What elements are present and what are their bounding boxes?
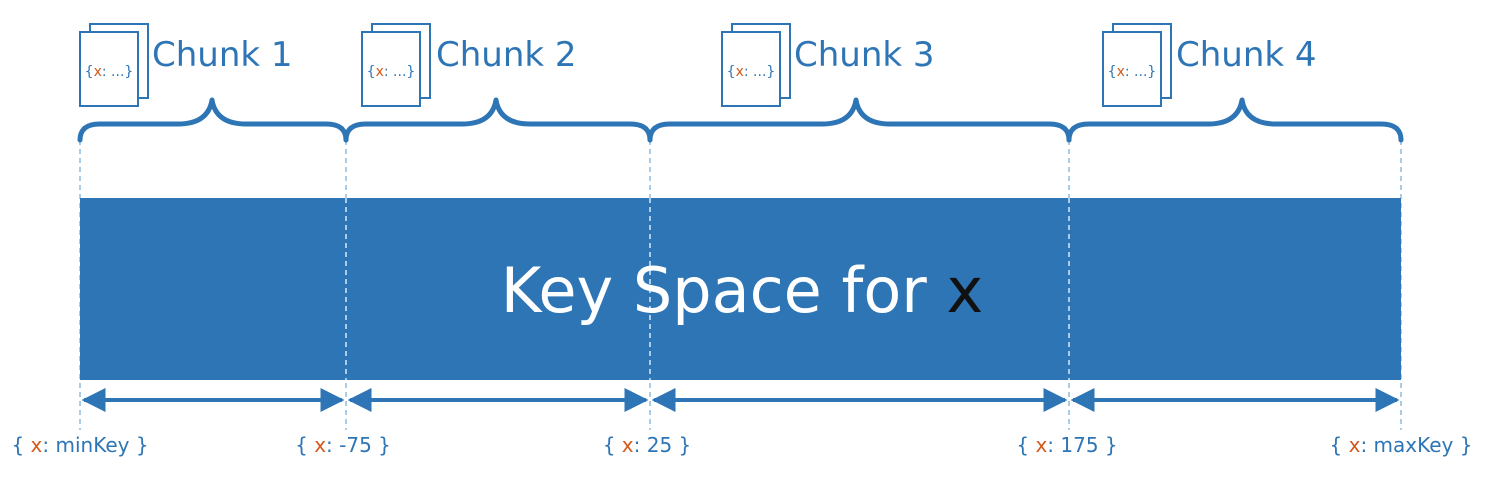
brace-chunk-2: [343, 97, 653, 143]
document-stack-icon: {x: ...}: [361, 23, 431, 107]
document-sample: {x: ...}: [367, 64, 416, 80]
keyspace-title-variable: x: [947, 254, 984, 327]
chunk-braces: [77, 97, 1404, 143]
bound-label-minkey: { x: minKey }: [11, 433, 148, 457]
chunk-2: {x: ...} Chunk 2: [361, 23, 577, 107]
document-sample: {x: ...}: [85, 64, 134, 80]
brace-chunk-3: [647, 97, 1072, 143]
chunk-3: {x: ...} Chunk 3: [721, 23, 935, 107]
document-stack-icon: {x: ...}: [1102, 23, 1172, 107]
keyspace-title-text: Key Space for: [501, 254, 947, 327]
chunk-label: Chunk 1: [152, 35, 293, 75]
chunk-label: Chunk 2: [436, 35, 577, 75]
document-stack-icon: {x: ...}: [721, 23, 791, 107]
boundary-guides-overlay: [345, 198, 1070, 380]
chunk-1: {x: ...} Chunk 1: [79, 23, 293, 107]
keyspace-bar: [80, 198, 1401, 380]
brace-chunk-4: [1066, 97, 1404, 143]
document-sample: {x: ...}: [1108, 64, 1157, 80]
bound-label-25: { x: 25 }: [603, 433, 692, 457]
chunk-4: {x: ...} Chunk 4: [1102, 23, 1317, 107]
bound-label-minus75: { x: -75 }: [295, 433, 391, 457]
bound-label-175: { x: 175 }: [1016, 433, 1117, 457]
chunk-label: Chunk 4: [1176, 35, 1317, 75]
document-stack-icon: {x: ...}: [79, 23, 149, 107]
document-sample: {x: ...}: [727, 64, 776, 80]
chunk-label: Chunk 3: [794, 35, 935, 75]
keyspace-title: Key Space for x: [501, 254, 983, 327]
bound-label-maxkey: { x: maxKey }: [1330, 433, 1473, 457]
brace-chunk-1: [77, 97, 349, 143]
